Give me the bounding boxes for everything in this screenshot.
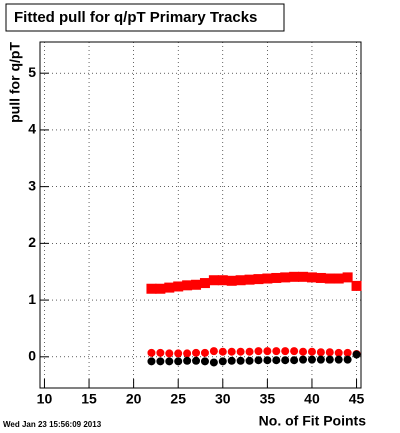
marker: [272, 356, 281, 365]
marker: [174, 357, 183, 366]
marker: [298, 271, 309, 282]
marker: [192, 356, 201, 365]
y-axis-label: pull for q/pT: [7, 42, 23, 123]
marker: [156, 348, 165, 357]
y-tick-label: 1: [28, 291, 36, 307]
marker: [307, 355, 316, 364]
marker: [245, 356, 254, 365]
marker: [352, 350, 361, 359]
marker: [342, 272, 353, 283]
y-tick-label: 3: [28, 177, 36, 193]
x-tick-label: 40: [304, 391, 320, 407]
marker: [165, 349, 174, 358]
footer: Wed Jan 23 15:56:09 2013: [3, 420, 102, 429]
marker: [315, 272, 326, 283]
marker: [281, 356, 290, 365]
marker: [217, 275, 228, 286]
y-tick-label: 0: [28, 348, 36, 364]
marker: [254, 356, 263, 365]
x-axis-label: No. of Fit Points: [259, 413, 367, 429]
marker: [254, 347, 263, 356]
marker: [209, 358, 218, 367]
marker: [146, 283, 157, 294]
x-tick-label: 30: [215, 391, 231, 407]
marker: [343, 355, 352, 364]
x-tick-label: 35: [260, 391, 276, 407]
marker: [325, 348, 334, 357]
marker: [200, 357, 209, 366]
y-tick-label: 2: [28, 234, 36, 250]
x-tick-label: 10: [37, 391, 53, 407]
marker: [325, 355, 334, 364]
marker: [200, 348, 209, 357]
x-tick-label: 45: [349, 391, 365, 407]
chart-title: Fitted pull for q/pT Primary Tracks: [14, 9, 257, 26]
marker: [226, 275, 237, 286]
marker: [351, 280, 362, 291]
marker: [208, 275, 219, 286]
marker: [289, 271, 300, 282]
marker: [324, 273, 335, 284]
marker: [155, 283, 166, 294]
marker: [192, 348, 201, 357]
marker: [316, 348, 325, 357]
marker: [343, 348, 352, 357]
marker: [272, 347, 281, 356]
marker: [218, 347, 227, 356]
plot-frame: [39, 41, 362, 389]
marker: [218, 357, 227, 366]
title-box: [5, 3, 285, 32]
marker: [191, 279, 202, 290]
marker: [333, 273, 344, 284]
marker: [173, 281, 184, 292]
marker: [156, 357, 165, 366]
x-tick-label: 15: [81, 391, 97, 407]
marker: [290, 356, 299, 365]
marker: [227, 356, 236, 365]
marker: [281, 347, 290, 356]
marker: [263, 356, 272, 365]
x-tick-label: 20: [126, 391, 142, 407]
marker: [316, 355, 325, 364]
marker: [253, 274, 264, 285]
marker: [174, 349, 183, 358]
marker: [334, 355, 343, 364]
marker: [147, 357, 156, 366]
marker: [227, 347, 236, 356]
marker: [165, 357, 174, 366]
marker: [245, 347, 254, 356]
marker: [290, 347, 299, 356]
marker: [334, 348, 343, 357]
marker: [182, 280, 193, 291]
marker: [280, 272, 291, 283]
marker: [263, 347, 272, 356]
marker: [183, 356, 192, 365]
marker: [235, 275, 246, 286]
marker: [299, 355, 308, 364]
x-tick-label: 25: [170, 391, 186, 407]
marker: [147, 348, 156, 357]
marker: [262, 273, 273, 284]
y-tick-label: 4: [28, 121, 36, 137]
marker: [236, 356, 245, 365]
marker: [244, 274, 255, 285]
marker: [209, 347, 218, 356]
marker: [271, 272, 282, 283]
marker: [306, 272, 317, 283]
marker: [299, 347, 308, 356]
marker: [307, 347, 316, 356]
y-tick-label: 5: [28, 64, 36, 80]
marker: [183, 349, 192, 358]
marker: [236, 347, 245, 356]
marker: [199, 278, 210, 289]
marker: [164, 282, 175, 293]
